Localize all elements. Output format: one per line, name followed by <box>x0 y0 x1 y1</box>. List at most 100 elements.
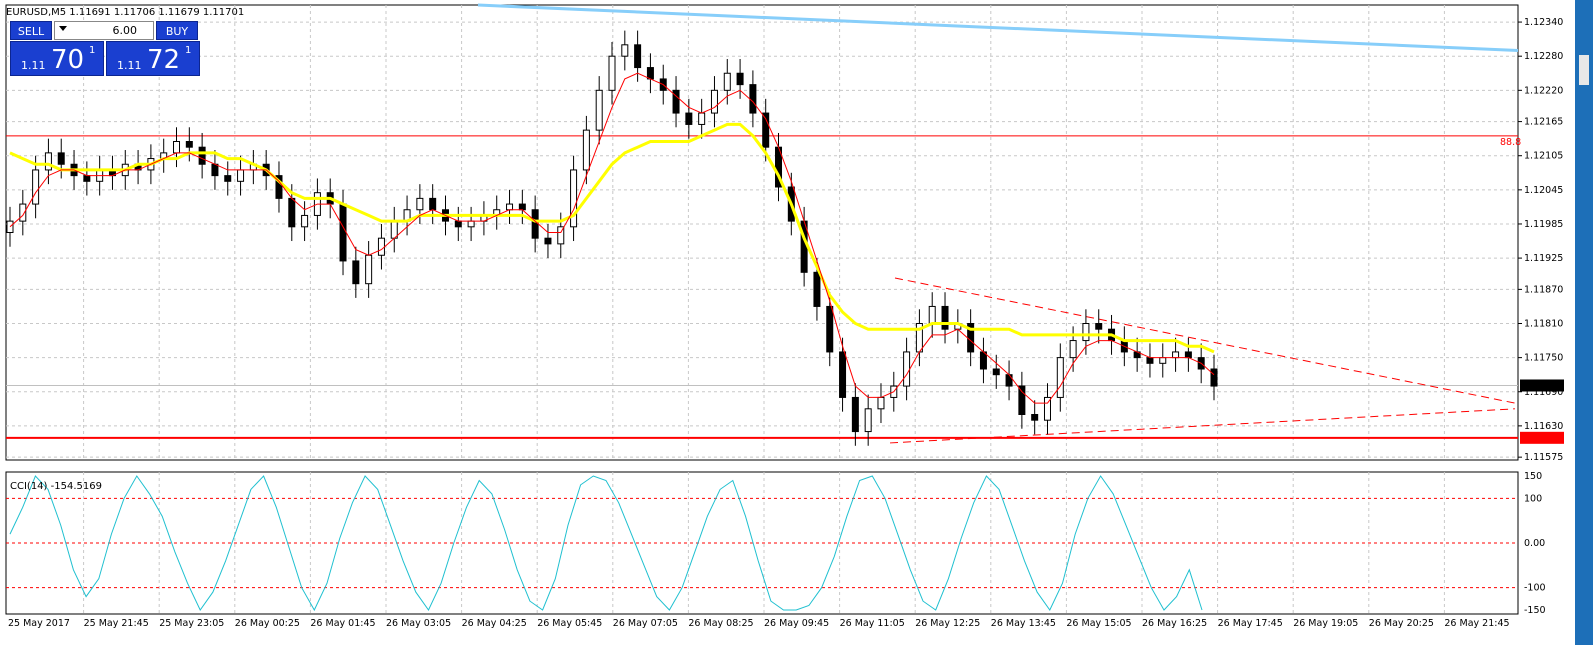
price-tick-label: 1.11870 <box>1524 284 1563 295</box>
main-panel-frame <box>5 4 1519 461</box>
candle-body <box>57 152 65 165</box>
vertical-scrollbar[interactable] <box>1575 0 1593 645</box>
symbol-header: EURUSD,M5 1.11691 1.11706 1.11679 1.1170… <box>6 7 244 18</box>
candle-body <box>1095 323 1103 330</box>
time-tick-label: 26 May 15:05 <box>1066 618 1131 629</box>
time-tick-label: 26 May 08:25 <box>688 618 753 629</box>
candle-body <box>416 197 424 211</box>
candle-body <box>621 44 629 57</box>
candle-body <box>1018 385 1026 415</box>
scroll-thumb[interactable] <box>1579 55 1589 85</box>
candle-body <box>979 351 987 370</box>
drawn-objects[interactable] <box>6 3 1519 444</box>
current-price-badge-bg <box>1520 379 1564 392</box>
candle-body <box>32 169 40 205</box>
candle-body <box>1056 357 1064 398</box>
candle-body <box>749 84 757 114</box>
time-tick-label: 26 May 20:25 <box>1369 618 1434 629</box>
candle-body <box>352 260 360 285</box>
time-tick-label: 26 May 21:45 <box>1444 618 1509 629</box>
candle-body <box>851 396 859 433</box>
candle-body <box>19 203 27 222</box>
cci-series <box>9 475 1203 612</box>
candle-body <box>365 254 373 285</box>
cci-line <box>9 475 1203 612</box>
time-tick-label: 26 May 19:05 <box>1293 618 1358 629</box>
price-axis: 1.12340 1.12280 1.12220 1.12165 1.12105 1.120… <box>1518 17 1564 463</box>
candle-body <box>634 44 642 69</box>
candle-body <box>941 305 949 330</box>
candle-body <box>864 408 872 433</box>
descending-trendline <box>477 3 1519 52</box>
cci-header: CCI(14) -154.5169 <box>10 481 102 492</box>
time-tick-label: 26 May 09:45 <box>764 618 829 629</box>
candle-body <box>83 175 91 182</box>
cci-tick-label: 0.00 <box>1524 538 1545 549</box>
candle-body <box>506 203 514 211</box>
price-tick-label: 1.11750 <box>1524 353 1563 364</box>
sell-button[interactable]: SELL <box>10 21 52 40</box>
candle-body <box>275 175 283 199</box>
one-click-trading-panel: SELL 6.00 BUY 1.11 70 1 1.11 72 1 <box>10 21 200 76</box>
candle-body <box>224 175 232 182</box>
fib-level-label: 88.8 <box>1500 137 1521 148</box>
candle-body <box>339 203 347 262</box>
time-tick-label: 26 May 04:25 <box>462 618 527 629</box>
candle-body <box>1031 414 1039 421</box>
candle-body <box>454 220 462 228</box>
buy-price-big: 72 <box>147 45 181 75</box>
price-tick-label: 1.12165 <box>1524 117 1563 128</box>
candle-body <box>685 112 693 125</box>
price-tick-label: 1.11630 <box>1524 421 1563 432</box>
time-tick-label: 26 May 01:45 <box>310 618 375 629</box>
candle-body <box>608 55 616 91</box>
time-tick-label: 25 May 2017 <box>8 618 70 629</box>
candle-body <box>173 141 181 154</box>
candle-body <box>288 197 296 228</box>
price-tick-label: 1.11810 <box>1524 319 1563 330</box>
candle-body <box>301 214 309 228</box>
candle-body <box>903 351 911 387</box>
candle-body <box>595 89 603 131</box>
sell-price-box[interactable]: 1.11 70 1 <box>10 41 104 76</box>
sell-price-sup: 1 <box>89 45 96 56</box>
candle-body <box>557 226 565 245</box>
lot-size-input[interactable]: 6.00 <box>54 21 154 40</box>
candle-body <box>877 396 885 410</box>
candle-body <box>1210 368 1218 387</box>
candle-body <box>646 67 654 80</box>
time-tick-label: 26 May 03:05 <box>386 618 451 629</box>
price-tick-label: 1.12340 <box>1524 17 1563 28</box>
time-tick-label: 26 May 13:45 <box>991 618 1056 629</box>
candle-body <box>390 220 398 239</box>
cci-tick-label: 100 <box>1524 493 1542 504</box>
candle-body <box>1043 396 1051 421</box>
candle-body <box>44 152 52 171</box>
candle-body <box>1069 340 1077 359</box>
time-tick-label: 25 May 23:05 <box>159 618 224 629</box>
chevron-down-icon[interactable] <box>59 26 67 31</box>
candle-body <box>1005 374 1013 387</box>
time-tick-label: 26 May 17:45 <box>1218 618 1283 629</box>
candle-body <box>723 72 731 91</box>
candle-body <box>237 169 245 182</box>
fast-ma-line <box>9 72 1215 404</box>
candle-body <box>377 237 385 256</box>
candle-body <box>429 197 437 211</box>
buy-button[interactable]: BUY <box>156 21 198 40</box>
candle-body <box>582 129 590 171</box>
triangle-upper-line <box>894 277 1516 404</box>
candlestick-series <box>6 30 1218 446</box>
cci-grid <box>6 497 1518 589</box>
time-tick-label: 26 May 07:05 <box>613 618 678 629</box>
sell-price-prefix: 1.11 <box>21 59 46 72</box>
candle-body <box>826 305 834 353</box>
buy-price-box[interactable]: 1.11 72 1 <box>106 41 200 76</box>
candle-body <box>198 146 206 165</box>
candle-body <box>839 351 847 398</box>
candle-body <box>1146 357 1154 364</box>
time-tick-label: 26 May 11:05 <box>840 618 905 629</box>
candle-body <box>570 169 578 228</box>
